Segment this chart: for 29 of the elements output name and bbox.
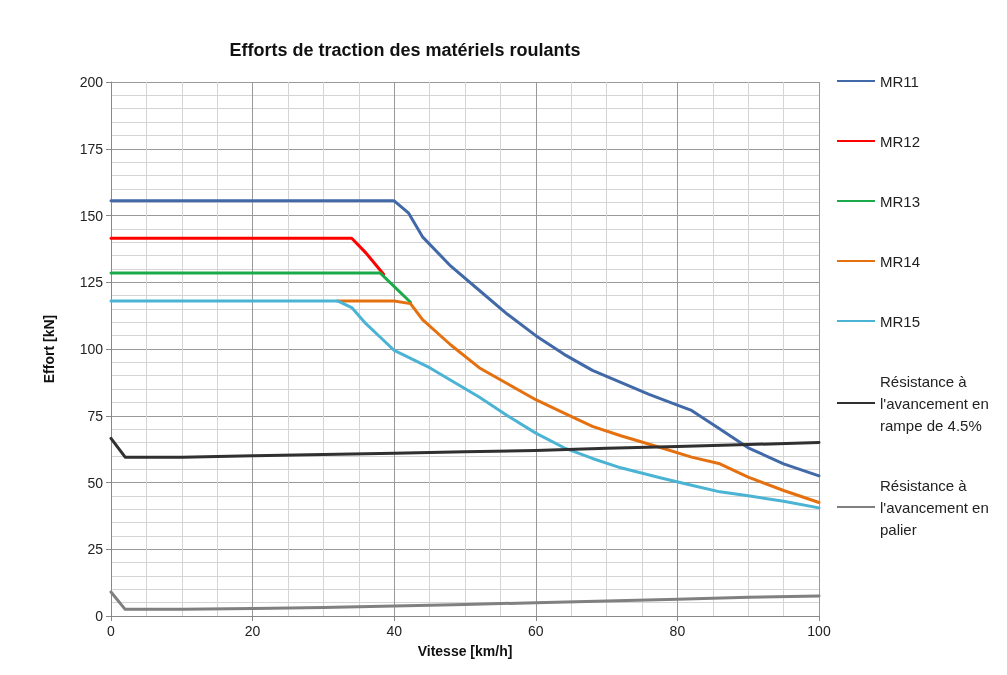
x-axis-title: Vitesse [km/h] [417,643,513,659]
line-series [109,299,821,510]
legend-label: MR13 [880,192,921,210]
legend-label: MR11 [880,72,919,90]
legend-label: MR14 [880,252,921,270]
y-tick-label: 150 [79,207,104,224]
y-tick-label: 125 [79,274,104,291]
y-tick-label: 100 [79,341,104,357]
y-tick-label: 175 [79,140,104,157]
line-series [336,299,821,505]
y-tick-label: 25 [87,541,104,558]
legend-label: MR12 [880,132,921,150]
x-tick-label: 80 [669,623,686,639]
x-tick-label: 60 [528,623,544,639]
legend-label: Résistance à l'avancement en rampe de 4.5% [880,372,993,434]
x-tick-label: 100 [807,623,831,639]
y-tick-label: 200 [79,74,104,90]
x-tick-label: 20 [244,623,261,639]
chart-title: Efforts de traction des matériels roulants [229,40,581,60]
y-tick-label: 0 [95,608,104,624]
legend-label: MR15 [880,312,921,330]
y-tick-label: 75 [87,407,104,424]
y-axis-title: Effort [kN] [41,314,57,384]
legend-label: Résistance à l'avancement en palier [880,476,993,538]
y-tick-label: 50 [87,474,104,491]
x-tick-label: 40 [386,623,403,639]
line-series [109,436,821,459]
line-series [109,199,821,478]
x-tick-label: 0 [107,623,116,639]
